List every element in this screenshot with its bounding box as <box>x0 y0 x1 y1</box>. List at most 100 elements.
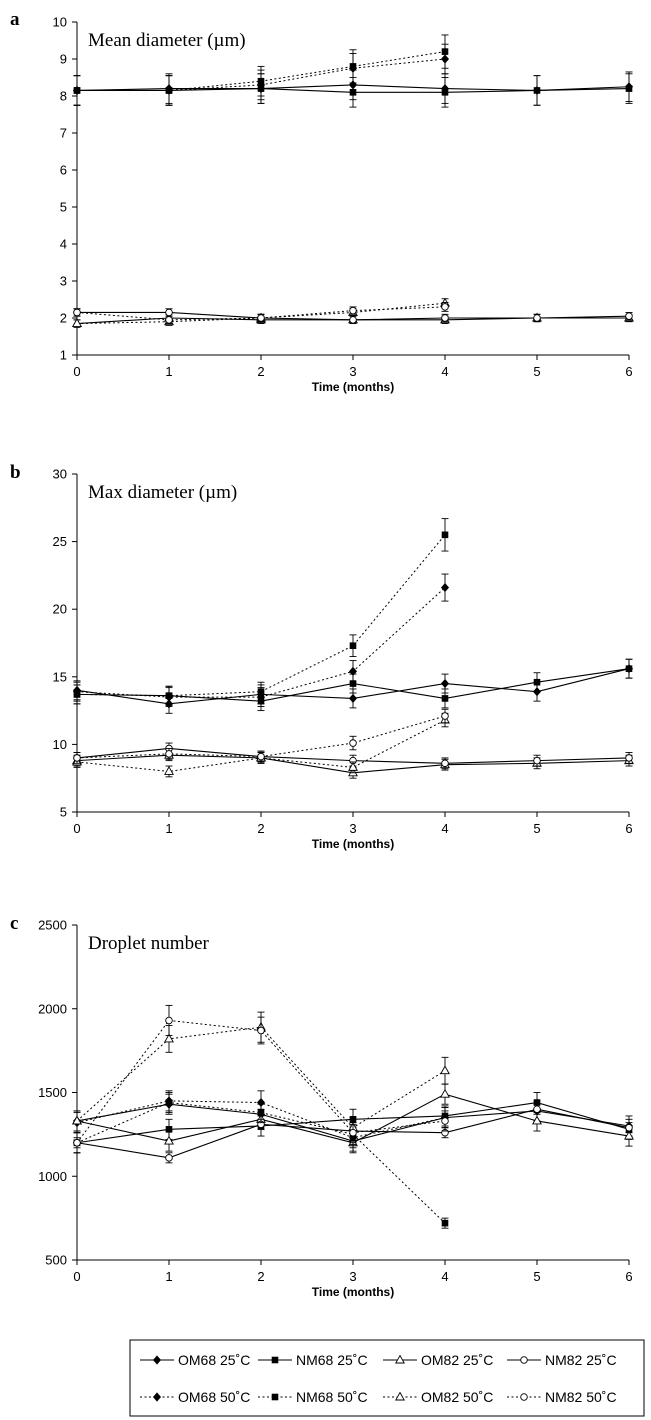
y-tick-label: 2000 <box>38 1001 67 1016</box>
data-point <box>441 695 449 702</box>
legend-item-nm68-50-c: NM68 50˚C <box>258 1389 368 1405</box>
legend-item-nm68-25-c: NM68 25˚C <box>258 1352 368 1368</box>
data-point <box>257 77 265 85</box>
legend-marker-swatch <box>520 1393 528 1401</box>
legend-marker-swatch <box>152 1392 162 1402</box>
legend-marker-swatch <box>395 1391 405 1401</box>
data-point <box>348 761 358 771</box>
data-point <box>349 63 357 70</box>
series-nm68-50-c <box>73 1092 449 1229</box>
panel-letter: c <box>10 913 18 934</box>
data-point <box>164 766 174 775</box>
data-point <box>257 314 265 322</box>
legend-marker-swatch <box>395 1354 405 1364</box>
legend-marker-swatch <box>152 1355 162 1365</box>
x-tick-label: 6 <box>625 1269 632 1284</box>
data-point <box>533 314 541 322</box>
data-point <box>625 85 633 92</box>
data-point <box>625 754 633 762</box>
data-point <box>165 316 173 324</box>
data-point <box>349 316 357 324</box>
chart-panel-c: c 500 1000 1500 2000 2500 0 1 2 3 4 5 6 Time (months)… <box>10 913 634 1299</box>
legend-label: OM82 25˚C <box>421 1352 493 1368</box>
x-tick-label: 3 <box>349 364 356 379</box>
legend-item-om68-25-c: OM68 25˚C <box>140 1352 250 1368</box>
data-point <box>441 303 449 311</box>
data-point <box>441 314 449 322</box>
y-tick-label: 1500 <box>38 1085 67 1100</box>
data-point <box>257 752 265 761</box>
x-tick-label: 4 <box>441 364 448 379</box>
data-point <box>349 739 357 747</box>
data-point <box>165 87 173 94</box>
legend-item-om82-50-c: OM82 50˚C <box>383 1389 493 1405</box>
series-om82-50-c <box>72 712 450 778</box>
y-tick-label: 1 <box>60 348 67 363</box>
series-nm82-50-c <box>73 1004 449 1154</box>
data-point <box>165 1126 173 1133</box>
x-tick-label: 3 <box>349 1269 356 1284</box>
y-tick-label: 7 <box>60 126 67 141</box>
x-axis-title: Time (months) <box>312 380 394 394</box>
data-point <box>625 1123 633 1132</box>
legend-label: NM68 50˚C <box>296 1389 368 1405</box>
data-point <box>257 688 265 695</box>
data-point <box>441 48 449 55</box>
data-point <box>73 754 81 762</box>
series-line <box>76 534 446 697</box>
y-tick-label: 500 <box>45 1253 67 1268</box>
data-point <box>533 1099 541 1106</box>
data-point <box>73 308 81 317</box>
data-point <box>349 89 357 96</box>
panel-title: Mean diameter (µm) <box>88 30 246 51</box>
x-tick-label: 4 <box>441 1269 448 1284</box>
data-point <box>165 308 173 317</box>
series-nm68-50-c <box>73 34 449 106</box>
data-point <box>73 87 81 94</box>
legend-label: OM68 50˚C <box>178 1389 250 1405</box>
data-point <box>441 1219 449 1227</box>
legend-marker-swatch <box>271 1393 279 1401</box>
x-tick-label: 6 <box>625 821 632 836</box>
data-point <box>624 1130 634 1140</box>
y-tick-label: 2500 <box>38 918 67 933</box>
legend-marker-swatch <box>520 1356 528 1364</box>
data-point <box>164 1135 174 1145</box>
data-point <box>73 691 81 698</box>
data-point <box>72 1115 82 1125</box>
y-tick-label: 15 <box>53 669 67 684</box>
x-tick-label: 0 <box>73 1269 80 1284</box>
legend-item-om82-25-c: OM82 25˚C <box>383 1352 493 1368</box>
series-nm82-50-c <box>73 708 449 764</box>
x-tick-label: 5 <box>533 821 540 836</box>
data-point <box>440 678 450 689</box>
x-tick-label: 0 <box>73 821 80 836</box>
y-tick-label: 1000 <box>38 1169 67 1184</box>
y-tick-label: 2 <box>60 311 67 326</box>
y-tick-label: 30 <box>53 467 67 482</box>
data-point <box>441 531 449 539</box>
data-point <box>441 759 449 768</box>
panel-letter: a <box>10 9 20 30</box>
legend-box <box>129 1339 645 1417</box>
legend-label: NM82 25˚C <box>545 1352 617 1368</box>
data-point <box>72 318 82 327</box>
data-point <box>165 750 173 758</box>
x-tick-label: 1 <box>165 364 172 379</box>
data-point <box>532 1115 542 1125</box>
legend-label: OM82 50˚C <box>421 1389 493 1405</box>
panel-title: Droplet number <box>88 933 210 954</box>
data-point <box>440 582 450 593</box>
y-tick-label: 9 <box>60 52 67 67</box>
data-point <box>348 693 358 704</box>
y-tick-label: 8 <box>60 89 67 104</box>
data-point <box>348 666 358 676</box>
x-tick-label: 4 <box>441 821 448 836</box>
data-point <box>533 1105 541 1113</box>
x-tick-label: 1 <box>165 821 172 836</box>
series-line <box>76 306 446 321</box>
panel-title: Max diameter (µm) <box>88 482 237 503</box>
data-point <box>165 692 173 700</box>
